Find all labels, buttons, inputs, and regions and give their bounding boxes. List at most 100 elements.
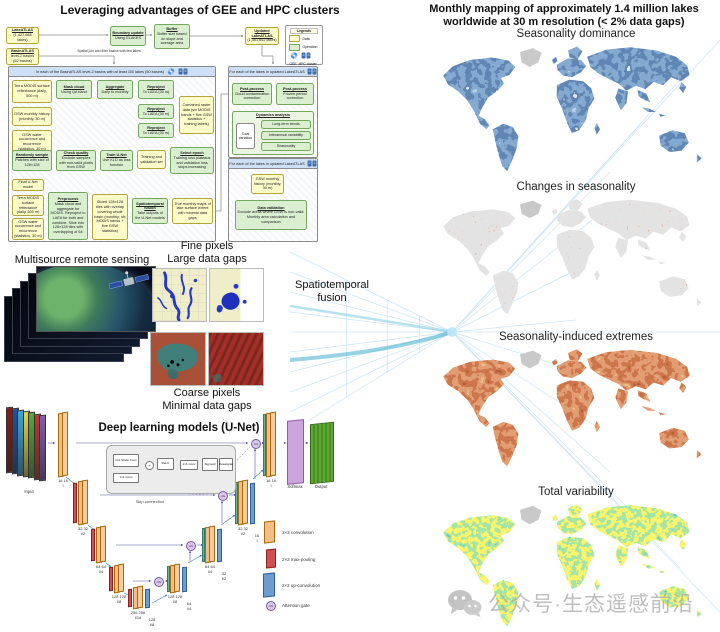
flow-box: GSW monthly history (monthly, 30 m) — [12, 107, 52, 126]
join-arrow-label: Spatial join and filter basins with few … — [77, 49, 141, 53]
flow-box: Aggregate Daily to monthly — [97, 80, 133, 99]
wechat-icon — [448, 590, 482, 617]
legend-row: Operation — [289, 43, 318, 51]
attention-gate-icon: AG — [251, 439, 261, 449]
unet-layer-slab — [145, 588, 150, 609]
flow-box: Terra MODIS surface reflectance (daily, … — [12, 195, 44, 216]
flow-box: Sliced 128×128 tiles with overlap coveri… — [92, 194, 128, 240]
attention-gate-icon: AG — [266, 601, 276, 611]
unet-layer-slab — [62, 411, 68, 477]
flow-box-body: Take outputs of the U-Net models — [135, 211, 165, 220]
flow-box: GSW water occurrence and recurrence (sta… — [12, 218, 44, 240]
flow-box-body: Sliced 128×128 tiles with overlap coveri… — [94, 200, 126, 233]
flow-box: GSW monthly history (monthly, 30 m) — [251, 174, 284, 194]
legend-icons-row — [289, 52, 318, 60]
attention-block: ReLU — [157, 458, 174, 470]
flow-box-body: Seasonality — [276, 144, 296, 149]
attention-gate-inset: 2×2 Stride Conv 1×1 Conv ReLU 1×1 Conv Sigmo… — [106, 445, 236, 494]
flow-box: Terra MODIS surface reflectance (daily, … — [12, 80, 52, 103]
flowchart-title: Leveraging advantages of GEE and HPC clu… — [60, 3, 340, 17]
gee-hpc-flowchart: Spatial join and filter basins with few … — [4, 22, 400, 248]
flow-box-title: Reproject — [147, 106, 165, 111]
output-label: Output — [314, 484, 328, 489]
flow-box: LakeATLAS (1,427,688 lakes) — [6, 27, 39, 44]
watermark: 公众号·生态遥感前沿 — [446, 588, 720, 618]
unet-layer-label: 128 I/8 — [148, 617, 156, 627]
flow-box: Randomly sample Patches with size of 128×… — [12, 150, 52, 171]
fusion-label-line1: Spatiotemporal — [295, 279, 369, 291]
unet-legend-swatch — [264, 520, 275, 544]
earth-satellite-photo — [36, 266, 156, 332]
input-label: Input — [24, 489, 34, 494]
flow-box: Reproject To LAEA (30 m) — [138, 123, 174, 138]
lake-blob-graphic — [216, 283, 247, 313]
legend-chip — [289, 35, 301, 42]
unet-layer-slab — [82, 479, 88, 525]
flow-box-body: Patches with size of 128×128 — [15, 158, 49, 167]
unet-layer-label: 16 16 I — [57, 478, 68, 488]
unet-layer-slab — [109, 566, 113, 592]
flow-box-body: Terra MODIS surface reflectance (daily, … — [14, 84, 50, 98]
flow-box-body: GSW monthly history (monthly, 30 m) — [253, 176, 282, 191]
striped-gap-graphic — [212, 373, 222, 383]
flow-box-title: Mask cloud — [63, 84, 85, 89]
flow-box: Updated LakeATLAS (1,451,602 lakes) — [245, 27, 279, 45]
hpc-icon — [301, 52, 311, 60]
unet-legend-label: 3×3 convolution — [282, 530, 314, 535]
flow-box-title: Data validation — [257, 205, 285, 210]
unet-layer-slab — [270, 411, 276, 477]
attention-block: Resampler — [219, 458, 233, 471]
softmax-layer — [287, 419, 304, 485]
flow-box: Long-term trends — [261, 120, 311, 129]
unet-legend-swatch — [266, 548, 276, 569]
flow-container-header: In each of the BasinATLAS level-2 basins… — [9, 67, 215, 77]
world-map — [443, 349, 702, 467]
map-label: Seasonality dominance — [516, 28, 636, 40]
flow-box: Reproject To LAEA (30 m) — [138, 104, 174, 119]
unet-layer-slab — [137, 585, 143, 609]
flow-box-title: Dynamics analysis — [256, 113, 290, 117]
flow-box: Preprocess Mask cloud and aggregate for M… — [48, 192, 88, 240]
legend-icon-labels: GEE HPC cluster — [289, 62, 318, 66]
attention-block: 2×2 Stride Conv — [113, 454, 139, 467]
unet-layer-slab — [242, 479, 248, 525]
unet-layer-label: 128 128 I/8 — [167, 594, 183, 604]
fine-pixel-tile-1 — [152, 268, 207, 322]
legend-title: Legends — [289, 27, 319, 34]
flow-box-title: Reproject — [147, 84, 165, 89]
flow-box: Select epoch Training loss plateaus and v… — [170, 147, 214, 174]
unet-legend-swatch — [263, 572, 275, 598]
flow-box-body: Using GLAKES — [115, 36, 141, 40]
flow-box-body: (1,451,602 lakes) — [247, 38, 277, 43]
unet-layer-label: 32 32 I/2 — [77, 526, 88, 536]
flow-box-body: True monthly maps of lake surface extent… — [174, 201, 211, 220]
flow-box: BasinATLAS level-2 basins (62 basins) — [6, 48, 39, 65]
flow-container-header-text: In each of the BasinATLAS level-2 basins… — [36, 69, 164, 74]
multisource-label: Multisource remote sensing — [14, 254, 150, 266]
unet-layer-slab — [250, 482, 255, 525]
unet-legend-label: Attention gate — [282, 603, 310, 608]
flow-box: Reproject To LAEA (30 m) — [138, 80, 174, 99]
unet-layer-label: 64 64 I/4 — [95, 564, 106, 574]
flow-box-body: To LAEA (30 m) — [142, 111, 170, 116]
unet-layer-slab — [217, 528, 222, 563]
flow-box-title: Buffer — [166, 27, 178, 32]
flow-box-body: Final U-Net model — [18, 180, 38, 189]
flow-box-body: Interannual variability — [269, 133, 303, 138]
flow-container-header: For each of the lakes in updated LakeATL… — [229, 159, 317, 169]
unet-layer-slab — [182, 566, 187, 593]
flow-box-body: Long-term trends — [272, 122, 300, 127]
flow-box-body: Buffer size based on slope and average a… — [157, 31, 187, 46]
flow-box-body: GSW water occurrence and recurrence (sta… — [14, 219, 42, 238]
unet-title: Deep learning models (U-Net) — [98, 422, 260, 434]
flow-box-body: Daily to monthly — [101, 89, 129, 94]
flow-box-title: LakeATLAS — [11, 28, 34, 33]
unet-legend-label: 2×2 up-convolution — [282, 583, 321, 588]
unet-layer-label: 32 32 I/2 — [237, 526, 248, 536]
unet-legend-label: 2×2 max-pooling — [282, 556, 316, 562]
flow-box-body: GSW water occurrence and recurrence (sta… — [18, 132, 46, 151]
flow-box: Mask cloud Using QA band — [56, 80, 92, 99]
flow-box-title: Randomly sample — [15, 153, 49, 158]
hpc-label: HPC cluster — [298, 61, 317, 66]
gee-label: GEE — [289, 61, 297, 66]
